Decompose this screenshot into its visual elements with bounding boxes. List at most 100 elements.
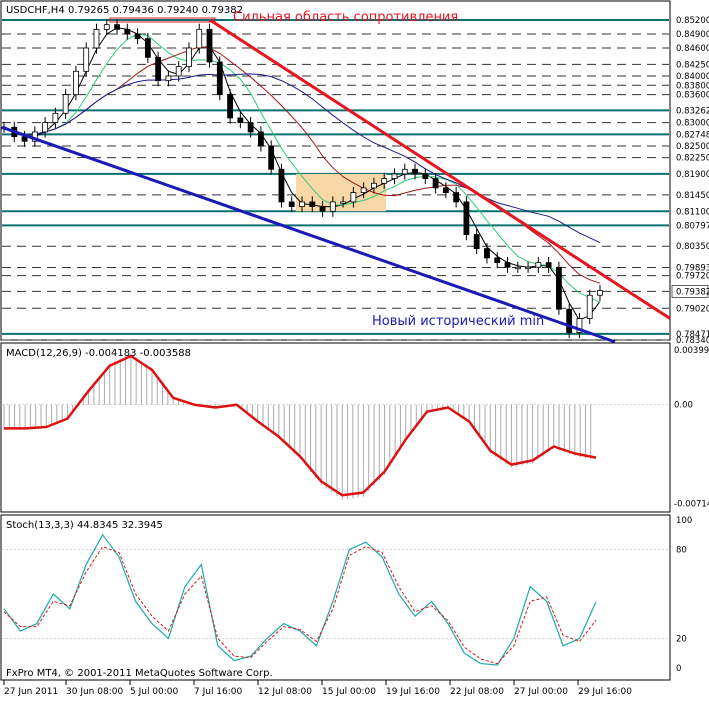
- stoch-label: Stoch(13,3,3) 44.8345 32.3945: [6, 520, 163, 531]
- candle-body: [175, 66, 182, 77]
- stoch-signal-line: [3, 545, 597, 665]
- stoch-tick-label: 0: [676, 664, 681, 674]
- stoch-panel: [0, 514, 671, 681]
- x-tick-label: 30 Jun 08:00: [66, 687, 123, 697]
- candle-body: [288, 201, 295, 207]
- candle-body: [227, 94, 233, 119]
- resistance-trendline: [209, 18, 671, 320]
- price-tick-label: 0.81450: [676, 191, 709, 201]
- macd-tick-label: 0.00: [674, 401, 693, 411]
- candle-body: [257, 131, 264, 147]
- candle-body: [422, 173, 429, 180]
- candle-body: [73, 70, 79, 96]
- resistance-annotation: Сильная область сопротивления: [233, 10, 458, 25]
- candle-body: [52, 112, 59, 124]
- candle-body: [124, 28, 131, 35]
- price-tick-label: 0.80350: [676, 242, 709, 252]
- candle-body: [309, 201, 316, 207]
- candle-body: [216, 61, 223, 96]
- price-tick-label: 0.83262: [676, 106, 709, 116]
- macd-tick-label: 0.003996: [674, 346, 709, 356]
- candle-body: [114, 24, 120, 30]
- candle-body: [186, 47, 192, 68]
- x-tick-label: 15 Jul 00:00: [322, 687, 376, 697]
- price-tick-label: 0.83800: [676, 81, 709, 91]
- x-tick-label: 29 Jul 16:00: [578, 687, 632, 697]
- price-tick-label: 0.83600: [676, 91, 709, 101]
- candle-body: [360, 187, 367, 193]
- candle-body: [319, 206, 326, 212]
- candle-body: [597, 290, 603, 296]
- price-tick-label: 0.84250: [676, 60, 709, 70]
- candle-body: [237, 117, 244, 124]
- price-tick-label: 0.78471: [676, 330, 709, 340]
- candle-body: [350, 192, 357, 203]
- candle-body: [206, 28, 213, 63]
- candle-body: [514, 266, 521, 270]
- candle-body: [391, 173, 398, 180]
- candle-body: [83, 47, 90, 72]
- price-tick-label: 0.81900: [676, 170, 709, 180]
- candle-body: [555, 266, 562, 310]
- chart-header-ohlc: 0.79265 0.79436 0.79240 0.79382: [68, 5, 243, 16]
- x-tick-label: 19 Jul 16:00: [386, 687, 440, 697]
- candle-body: [144, 38, 151, 58]
- new-min-annotation: Новый исторический min: [372, 314, 544, 329]
- candle-body: [278, 168, 285, 203]
- price-tick-label: 0.85200: [676, 16, 709, 26]
- candle-body: [412, 168, 418, 175]
- price-tick-label: 0.82250: [676, 154, 709, 164]
- candle-body: [371, 182, 377, 189]
- resistance-box: [109, 17, 216, 23]
- support-trendline: [1, 125, 616, 344]
- candle-body: [165, 75, 172, 82]
- macd-label: MACD(12,26,9) -0.004183 -0.003588: [6, 348, 191, 359]
- candle-body: [62, 94, 69, 114]
- candle-body: [432, 178, 439, 189]
- x-tick-label: 5 Jul 00:00: [130, 687, 179, 697]
- price-tick-label: 0.84000: [676, 72, 709, 82]
- macd-signal-line: [4, 354, 597, 497]
- stoch-tick-label: 80: [676, 546, 687, 556]
- candle-body: [566, 308, 573, 333]
- candle-body: [155, 56, 162, 82]
- price-tick-label: 0.79720: [676, 272, 709, 282]
- candle-body: [545, 262, 552, 268]
- current-price-box: [671, 285, 709, 298]
- candle-body: [196, 28, 203, 49]
- candle-body: [329, 201, 336, 212]
- x-tick-label: 7 Jul 16:00: [194, 687, 243, 697]
- candle-body: [42, 122, 49, 133]
- price-tick-label: 0.83000: [676, 119, 709, 129]
- candle-body: [247, 122, 254, 133]
- macd-tick-label: -0.007141: [674, 500, 709, 510]
- candle-body: [484, 248, 490, 259]
- x-tick-label: 27 Jul 00:00: [514, 687, 568, 697]
- candle-body: [525, 266, 531, 270]
- candle-body: [473, 234, 480, 249]
- candle-body: [103, 24, 110, 30]
- candle-body: [453, 192, 460, 203]
- candle-body: [576, 318, 583, 333]
- x-tick-label: 27 Jun 2011: [4, 687, 58, 697]
- candle-body: [586, 294, 593, 319]
- candle-body: [442, 187, 449, 193]
- ma-long-line: [3, 73, 601, 244]
- price-tick-label: 0.78340: [676, 336, 709, 346]
- candle-body: [93, 28, 100, 49]
- copyright-text: FxPro MT4, © 2001-2011 MetaQuotes Softwa…: [6, 668, 273, 679]
- candle-body: [504, 262, 511, 268]
- price-tick-label: 0.82748: [676, 130, 709, 140]
- candle-body: [381, 178, 388, 184]
- price-tick-label: 0.80797: [676, 221, 709, 231]
- stoch-main-line: [3, 533, 597, 666]
- candle-body: [299, 201, 305, 207]
- price-tick-label: 0.81100: [676, 207, 709, 217]
- price-tick-label: 0.84600: [676, 44, 709, 54]
- candle-body: [494, 257, 501, 263]
- stoch-tick-label: 20: [676, 634, 687, 644]
- candle-body: [268, 145, 275, 170]
- macd-panel: [0, 342, 671, 513]
- price-tick-label: 0.79893: [676, 264, 709, 274]
